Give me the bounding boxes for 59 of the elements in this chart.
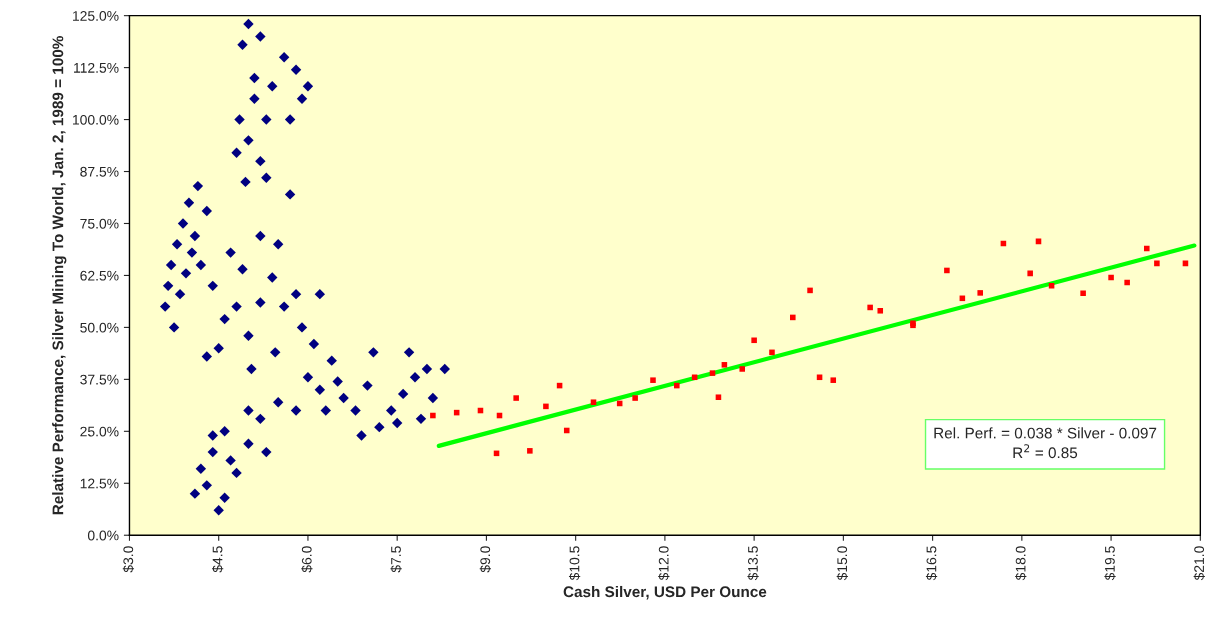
x-tick-label: $21.0: [1193, 546, 1205, 581]
x-tick-label: $9.0: [479, 546, 491, 573]
point: [715, 394, 722, 401]
point: [1048, 283, 1055, 289]
point: [807, 287, 813, 294]
point: [650, 377, 656, 383]
y-tick-label: 75.0%: [80, 218, 119, 229]
x-tick-label: $15.0: [836, 546, 848, 581]
y-tick-label: 12.5%: [80, 478, 119, 489]
point: [527, 448, 533, 454]
point: [513, 395, 519, 401]
point: [691, 374, 698, 381]
x-axis-title: Cash Silver, USD Per Ounce: [563, 585, 767, 600]
x-tick-label: $10.5: [568, 546, 581, 581]
x-tick-label: $7.5: [390, 546, 402, 573]
x-tick-label: $3.0: [122, 546, 135, 573]
point: [632, 395, 638, 401]
point: [751, 337, 757, 344]
annotation: R$^{2}$ = 0.85: [1013, 444, 1078, 459]
point: [867, 304, 873, 311]
point: [1154, 260, 1160, 267]
x-tick-label: $12.0: [658, 546, 670, 581]
point: [1080, 290, 1086, 297]
point: [739, 366, 746, 372]
y-tick-label: 87.5%: [80, 166, 119, 177]
y-tick-label: 25.0%: [80, 426, 119, 437]
x-tick-label: $18.0: [1015, 546, 1027, 581]
y-axis-title: Relative Performance, Silver Mining To World, Jan. 2, 1989 = 100%: [52, 36, 67, 515]
point: [543, 403, 549, 410]
y-tick-label: 37.5%: [80, 374, 119, 385]
point: [563, 427, 570, 434]
point: [877, 307, 884, 314]
y-tick-label: 112.5%: [74, 62, 119, 73]
y-tick-label: 50.0%: [80, 322, 119, 333]
point: [709, 370, 716, 376]
point: [790, 314, 796, 321]
point: [1108, 274, 1114, 281]
point: [977, 290, 983, 296]
x-tick-label: $13.5: [747, 546, 759, 581]
point: [944, 267, 950, 274]
x-tick-label: $16.5: [925, 546, 938, 581]
point: [1124, 279, 1130, 286]
point: [430, 412, 436, 419]
x-tick-label: $4.5: [212, 546, 224, 573]
point: [674, 382, 680, 389]
y-tick-label: 62.5%: [80, 270, 119, 281]
y-tick-label: 0.0%: [87, 530, 119, 541]
point: [1027, 270, 1033, 277]
y-tick-label: 125.0%: [73, 10, 119, 21]
point: [830, 377, 837, 383]
point: [769, 349, 775, 356]
point: [590, 399, 597, 405]
x-tick-label: $19.5: [1104, 546, 1116, 581]
point: [1144, 245, 1150, 252]
point: [721, 362, 728, 368]
x-tick-label: $6.0: [301, 546, 313, 573]
y-tick-label: 100.0%: [73, 114, 119, 125]
point: [816, 374, 823, 381]
annotation: Rel. Perf. = 0.038 * Silver - 0.097: [934, 427, 1157, 439]
